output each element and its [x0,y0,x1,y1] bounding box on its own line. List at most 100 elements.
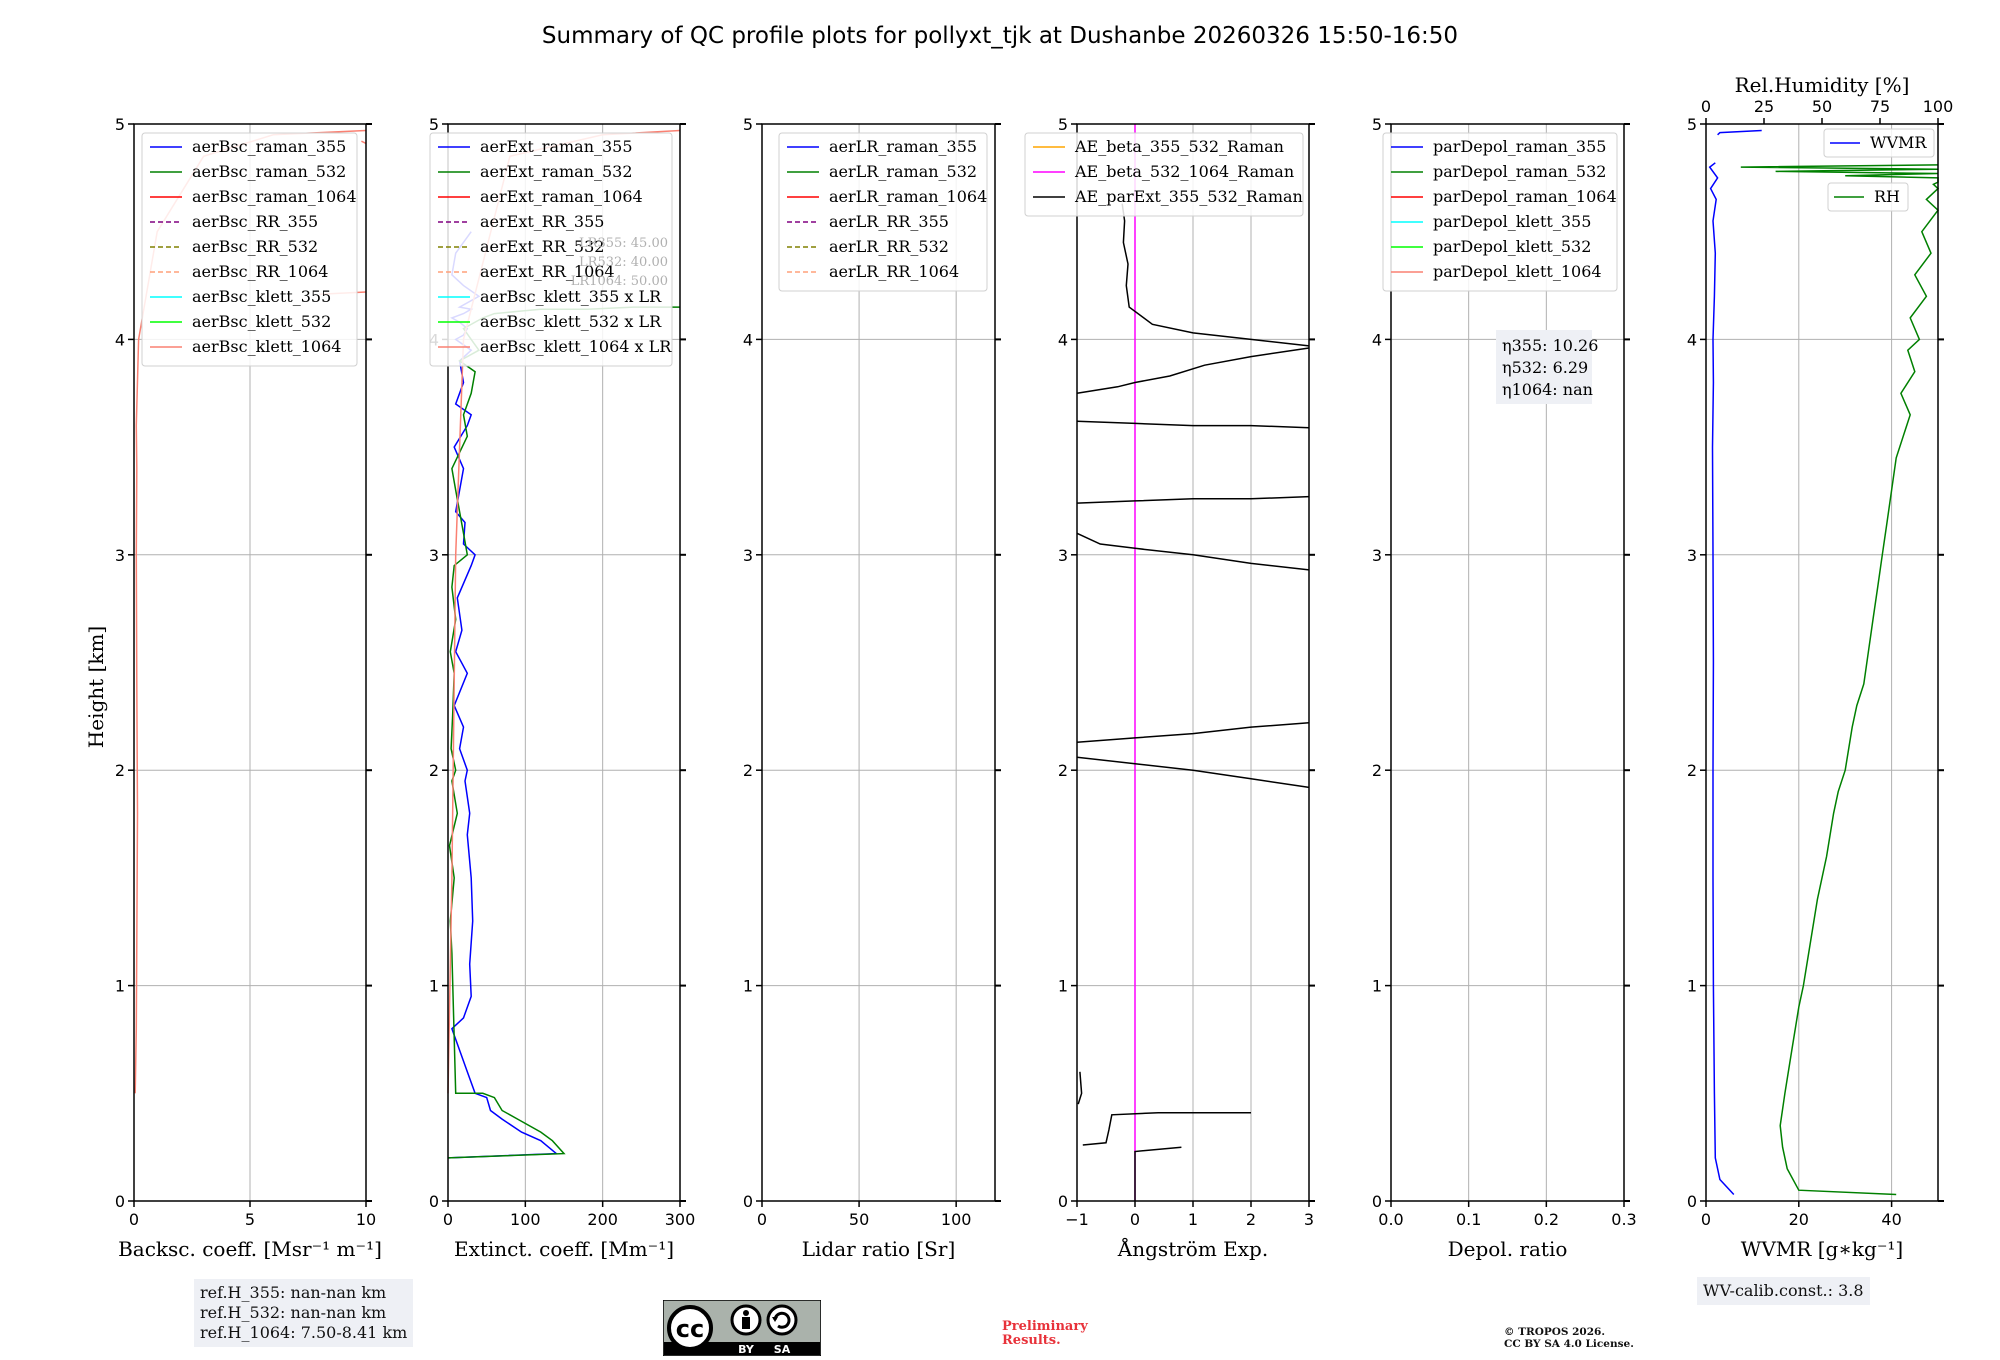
panel-bsc: 0 5 10 0 1 2 3 4 5 Backsc. coeff. [Msr⁻¹ m⁻¹] aerB… [115,115,382,1261]
x-tick-label: 0 [757,1210,767,1229]
cc-circle-icon [667,1305,713,1351]
legend-label: aerExt_raman_355 [480,137,633,156]
x-tick-label: 0 [443,1210,453,1229]
x-axis-label: Lidar ratio [Sr] [802,1237,956,1261]
legend-label: aerBsc_RR_1064 [192,262,328,281]
series-line-aerExt_raman_532 [447,306,680,1159]
y-tick-label: 5 [743,115,753,134]
cc-text: cc [676,1315,704,1343]
x-tick-label: 5 [245,1210,255,1229]
y-tick-label: 4 [1687,330,1697,349]
legend-label: parDepol_raman_532 [1433,162,1606,181]
x-tick-label: 0.0 [1378,1210,1403,1229]
series-line-AE_parExt_355_532_Raman [1077,1071,1083,1105]
y-tick-label: 2 [1372,761,1382,780]
legend-label: aerExt_RR_532 [480,237,604,256]
y-tick-label: 1 [1058,977,1068,996]
x-tick-label: 10 [356,1210,376,1229]
wv-calib-text: WV-calib.const.: 3.8 [1703,1281,1864,1300]
series-line-RH [1740,164,1940,1196]
legend-label: aerLR_RR_532 [829,237,949,256]
legend-box [1823,128,1935,158]
legend-label: AE_beta_532_1064_Raman [1074,162,1294,181]
legend-label: aerBsc_raman_532 [192,162,346,181]
x-tick-label: 0.1 [1456,1210,1481,1229]
y-tick-label: 1 [743,977,753,996]
series-line-AE_parExt_355_532_Raman [1076,722,1310,743]
x-tick-label: 0 [1701,1210,1711,1229]
series-line-aerBsc_klett_1064 [361,140,367,145]
legend-label: AE_parExt_355_532_Raman [1074,187,1303,206]
legend-label: parDepol_klett_532 [1433,237,1591,256]
x-tick-label: −1 [1065,1210,1089,1229]
panel-ext: 0100200300012345Extinct. coeff. [Mm⁻¹]ae… [429,115,695,1261]
series-line-AE_parExt_355_532_Raman [1076,495,1310,504]
y-tick-label: 1 [1372,977,1382,996]
preliminary-results-note: Preliminary Results. [1002,1320,1088,1348]
cc-by-text: BY [738,1343,755,1356]
eta-note: η355: 10.26 [1502,336,1598,355]
wv-calib-box: WV-calib.const.: 3.8 [1697,1277,1870,1305]
y-tick-label: 2 [115,761,125,780]
series-line-WVMR [1708,162,1735,1196]
legend-label: WVMR [1870,133,1927,152]
legend-label: aerBsc_klett_1064 [192,337,341,356]
axes-frame [1705,123,1939,1202]
legend-box [778,132,988,292]
legend-label: aerExt_RR_355 [480,212,604,231]
series-line-AE_parExt_355_532_Raman [1076,347,1310,395]
axes-frame [761,123,996,1202]
legend-label: aerBsc_klett_532 [192,312,331,331]
x-tick-label: 3 [1304,1210,1314,1229]
y-tick-label: 2 [743,761,753,780]
y-tick-label: 2 [1687,761,1697,780]
y-tick-label: 0 [1058,1192,1068,1211]
legend-label: parDepol_raman_1064 [1433,187,1617,206]
legend-label: aerBsc_klett_355 x LR [480,287,662,306]
y-tick-label: 3 [429,546,439,565]
y-tick-label: 1 [429,977,439,996]
refh-1064: ref.H_1064: 7.50-8.41 km [200,1323,408,1342]
x-tick-label: 100 [941,1210,972,1229]
eta-box [1496,330,1592,404]
series-line-AE_parExt_355_532_Raman [1121,203,1310,347]
tropos-line-1: © TROPOS 2026. [1504,1326,1606,1338]
refh-355: ref.H_355: nan-nan km [200,1283,387,1302]
y-tick-label: 5 [1058,115,1068,134]
lidar-ratio-note: LR532: 40.00 [579,255,668,270]
y-tick-label: 4 [1372,330,1382,349]
series-line-aerExt_raman_355 [447,231,559,1159]
legend-label: aerBsc_raman_1064 [192,187,357,206]
y-tick-label: 3 [743,546,753,565]
series-line-AE_parExt_355_532_Raman [1076,532,1310,571]
y-tick-label: 2 [1058,761,1068,780]
legend-label: parDepol_raman_355 [1433,137,1606,156]
y-tick-label: 1 [115,977,125,996]
panel-depol: 0.0 0.1 0.2 0.3 0 1 2 3 4 5 Depol. ratio parDepol_r… [1372,115,1637,1261]
legend-label: aerBsc_klett_355 [192,287,331,306]
legend-label: aerBsc_RR_532 [192,237,318,256]
x-tick-label: 0.3 [1611,1210,1636,1229]
series-line-AE_parExt_355_532_Raman [1076,756,1310,789]
legend-label: aerExt_raman_532 [480,162,633,181]
x-tick-label: 2 [1246,1210,1256,1229]
y-tick-label: 3 [115,546,125,565]
x-tick-label: 0 [1130,1210,1140,1229]
x-axis-label: Extinct. coeff. [Mm⁻¹] [454,1237,674,1261]
panel-wv: 0 20 40 0 1 2 3 4 5 WVMR [g∗kg⁻¹] 0 25 50 75 100 Rel.Hu… [1687,73,1953,1261]
y-tick-label: 4 [1058,330,1068,349]
legend-box [429,132,673,367]
y-tick-label: 0 [1372,1192,1382,1211]
top-x-tick-label: 25 [1754,97,1774,116]
y-tick-label: 3 [1058,546,1068,565]
tropos-line-2: CC BY SA 4.0 License. [1504,1338,1634,1350]
legend-box [141,132,358,367]
y-tick-label: 0 [743,1192,753,1211]
series-line-WVMR [1717,129,1762,136]
prelim-line-1: Preliminary [1002,1319,1088,1334]
x-tick-label: 50 [849,1210,869,1229]
y-tick-label: 3 [1372,546,1382,565]
